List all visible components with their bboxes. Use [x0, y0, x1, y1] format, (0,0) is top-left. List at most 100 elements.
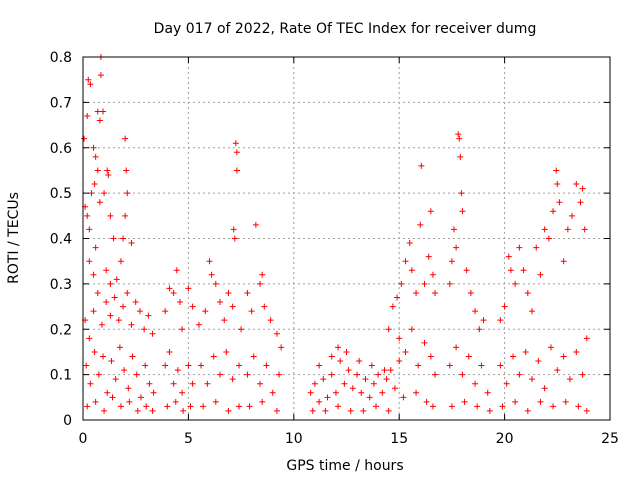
data-point: [421, 280, 428, 287]
data-point: [97, 72, 104, 79]
data-point: [501, 303, 508, 310]
data-point: [105, 171, 112, 178]
data-point: [124, 190, 131, 197]
data-point: [259, 271, 266, 278]
data-point: [432, 289, 439, 296]
data-point: [229, 376, 236, 383]
data-point: [87, 81, 94, 88]
y-tick-label: 0.5: [50, 186, 72, 202]
data-point: [456, 135, 463, 142]
data-point: [484, 389, 491, 396]
data-point: [117, 403, 124, 410]
data-point: [273, 330, 280, 337]
data-point: [421, 339, 428, 346]
data-point: [86, 335, 93, 342]
data-point: [208, 271, 215, 278]
data-point: [373, 403, 380, 410]
data-point: [273, 407, 280, 414]
data-point: [566, 376, 573, 383]
data-point: [354, 371, 361, 378]
data-point: [529, 308, 536, 315]
data-point: [322, 407, 329, 414]
data-point: [126, 398, 133, 405]
data-point: [146, 380, 153, 387]
data-point: [263, 362, 270, 369]
data-point: [94, 167, 101, 174]
data-point: [96, 117, 103, 124]
grid: [83, 57, 610, 420]
data-point: [278, 344, 285, 351]
data-point: [120, 303, 127, 310]
data-point: [261, 303, 268, 310]
data-point: [358, 389, 365, 396]
x-axis-label: GPS time / hours: [286, 458, 403, 474]
data-point: [235, 403, 242, 410]
data-point: [396, 358, 403, 365]
data-point: [537, 398, 544, 405]
data-point: [349, 385, 356, 392]
data-point: [81, 135, 88, 142]
data-point: [467, 289, 474, 296]
data-point: [383, 376, 390, 383]
data-point: [108, 358, 115, 365]
data-point: [507, 267, 514, 274]
x-tick-label: 0: [79, 431, 88, 447]
data-point: [233, 149, 240, 156]
data-point: [142, 362, 149, 369]
data-point: [195, 321, 202, 328]
data-point: [180, 407, 187, 414]
data-point: [415, 362, 422, 369]
data-point: [109, 394, 116, 401]
data-point: [320, 376, 327, 383]
data-point: [121, 367, 128, 374]
data-point: [356, 358, 363, 365]
data-point: [328, 371, 335, 378]
data-point: [210, 353, 217, 360]
data-point: [85, 76, 92, 83]
data-point: [257, 380, 264, 387]
data-point: [100, 108, 107, 115]
data-point: [238, 326, 245, 333]
data-point: [149, 330, 156, 337]
data-point: [478, 362, 485, 369]
data-point: [91, 348, 98, 355]
data-point: [170, 289, 177, 296]
x-tick-label: 25: [601, 431, 619, 447]
data-point: [560, 258, 567, 265]
data-point: [427, 353, 434, 360]
data-point: [173, 267, 180, 274]
data-point: [425, 253, 432, 260]
data-point: [136, 308, 143, 315]
data-point: [461, 398, 468, 405]
data-point: [311, 380, 318, 387]
y-tick-label: 0: [63, 413, 72, 429]
data-point: [474, 403, 481, 410]
data-point: [257, 280, 264, 287]
data-point: [541, 226, 548, 233]
data-point: [90, 271, 97, 278]
data-point: [432, 371, 439, 378]
data-point: [212, 280, 219, 287]
data-point: [92, 398, 99, 405]
data-point: [560, 353, 567, 360]
data-point: [408, 326, 415, 333]
data-point: [200, 403, 207, 410]
data-point: [244, 371, 251, 378]
data-point: [550, 403, 557, 410]
data-point: [345, 367, 352, 374]
data-point: [132, 299, 139, 306]
x-tick-label: 20: [496, 431, 514, 447]
data-point: [381, 367, 388, 374]
data-point: [480, 317, 487, 324]
data-point: [387, 367, 394, 374]
data-point: [179, 326, 186, 333]
data-point: [516, 371, 523, 378]
data-point: [556, 199, 563, 206]
data-point: [90, 144, 97, 151]
data-point: [189, 380, 196, 387]
data-point: [335, 403, 342, 410]
data-point: [575, 403, 582, 410]
data-point: [124, 289, 131, 296]
data-point: [446, 280, 453, 287]
data-point: [472, 380, 479, 387]
